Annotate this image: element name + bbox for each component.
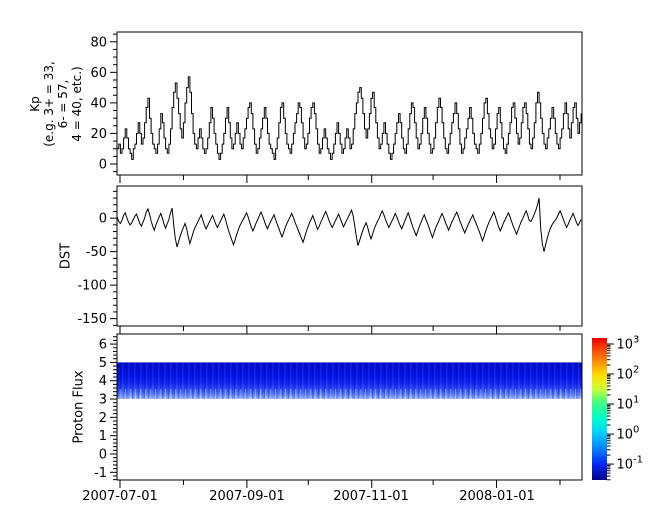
kp-axis-title-line4: 4 = 40, etc.) xyxy=(70,66,84,142)
y-tick-label: -150 xyxy=(77,312,107,327)
x-tick-label-1: 2007-07-01 xyxy=(82,489,158,504)
panel-frame-proton-flux xyxy=(116,333,583,481)
panel-frame-kp xyxy=(116,31,583,176)
y-tick-label: -50 xyxy=(86,245,107,260)
x-tick-label-2: 2007-09-01 xyxy=(209,489,285,504)
y-tick-label: 80 xyxy=(90,35,107,50)
y-tick-label: 6 xyxy=(99,338,107,353)
kp-axis-title-line3: 6- = 57, xyxy=(56,79,70,129)
kp-series-line xyxy=(117,76,582,160)
y-tick-label: 5 xyxy=(99,356,107,371)
dst-series-line xyxy=(117,197,582,252)
y-tick-label: 0 xyxy=(99,212,107,227)
y-tick-label: 2 xyxy=(99,411,107,426)
y-tick-label: 0 xyxy=(99,158,107,173)
y-tick-label: -1 xyxy=(94,466,107,481)
y-tick-label: 40 xyxy=(90,96,107,111)
proton-flux-axis-title: Proton Flux xyxy=(71,370,87,444)
kp-axis-title-line1: Kp xyxy=(28,96,42,112)
dst-axis-title: DST xyxy=(58,242,74,270)
y-tick-label: 1 xyxy=(99,429,107,444)
colorbar xyxy=(592,338,607,480)
colorbar-tick-label: 10-1 xyxy=(617,455,644,473)
colorbar-tick-label: 101 xyxy=(617,395,640,413)
kp-axis-title: Kp (e.g. 3+ = 33, 6- = 57, 4 = 40, etc.) xyxy=(28,61,84,147)
y-tick-label: 4 xyxy=(99,374,107,389)
y-tick-label: 60 xyxy=(90,66,107,81)
y-tick-label: -100 xyxy=(77,279,107,294)
colorbar-tick-label: 103 xyxy=(617,335,640,353)
x-tick-label-3: 2007-11-01 xyxy=(333,489,409,504)
kp-axis-title-line2: (e.g. 3+ = 33, xyxy=(42,61,56,147)
panel-frame-dst xyxy=(116,185,583,327)
colorbar-tick-label: 100 xyxy=(617,425,640,443)
y-tick-label: 0 xyxy=(99,447,107,462)
y-tick-label: 3 xyxy=(99,393,107,408)
proton-flux-band-texture-low xyxy=(117,388,582,400)
y-tick-label: 20 xyxy=(90,127,107,142)
colorbar-tick-label: 102 xyxy=(617,365,640,383)
x-tick-label-4: 2008-01-01 xyxy=(459,489,535,504)
